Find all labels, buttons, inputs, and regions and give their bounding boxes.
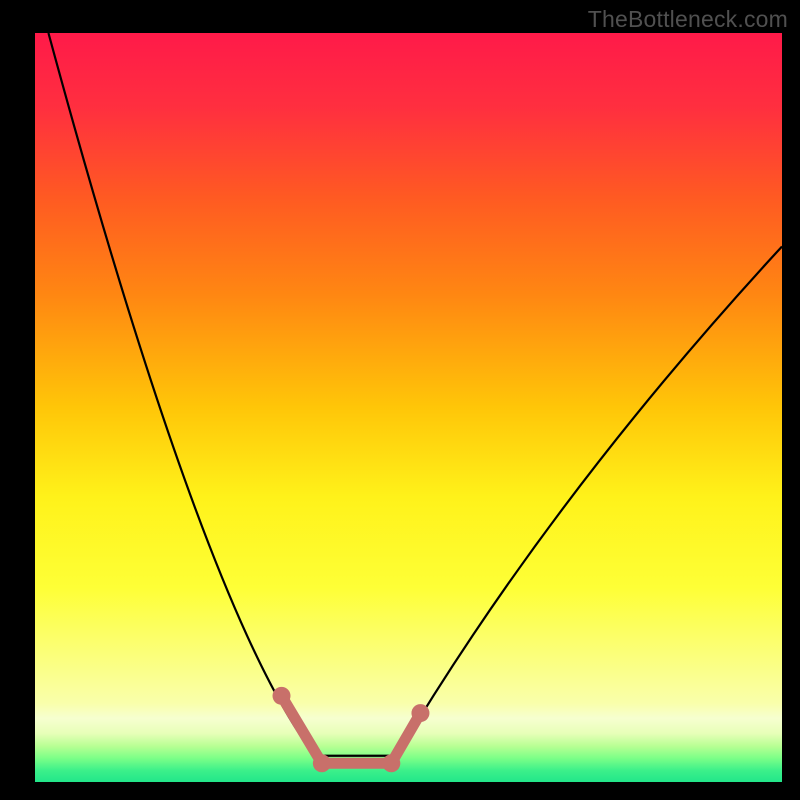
bottleneck-chart xyxy=(0,0,800,800)
marker-end-right xyxy=(411,704,429,722)
chart-container: TheBottleneck.com xyxy=(0,0,800,800)
marker-joint-left xyxy=(313,754,331,772)
gradient-background xyxy=(35,33,782,782)
marker-end-left xyxy=(273,687,291,705)
marker-joint-right xyxy=(382,754,400,772)
watermark-text: TheBottleneck.com xyxy=(588,6,788,33)
